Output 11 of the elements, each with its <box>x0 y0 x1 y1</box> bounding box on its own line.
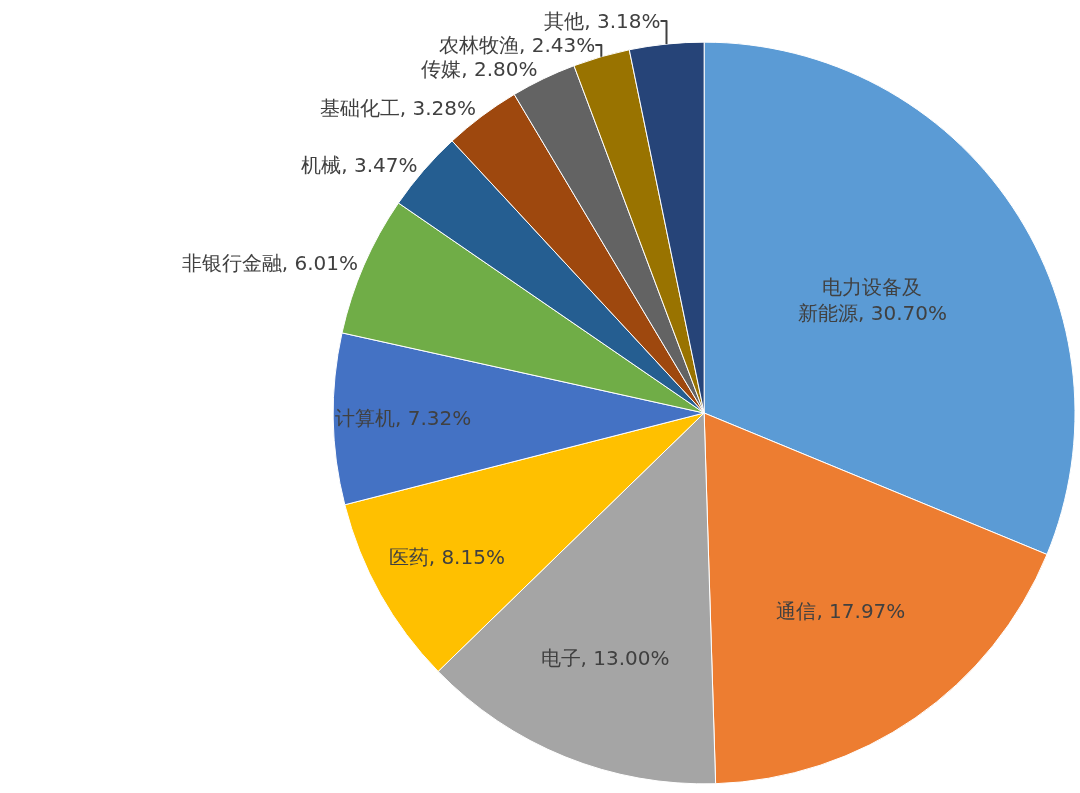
slice-label: 传媒, 2.80% <box>421 56 538 81</box>
slice-label: 其他, 3.18% <box>544 8 661 33</box>
slice-label: 农林牧渔, 2.43% <box>439 32 596 57</box>
slice-label: 通信, 17.97% <box>776 598 906 623</box>
slice-label: 电力设备及新能源, 30.70% <box>797 275 947 326</box>
slice-label: 计算机, 7.32% <box>334 405 472 430</box>
slice-label: 非银行金融, 6.01% <box>181 251 358 276</box>
slice-label: 医药, 8.15% <box>388 545 505 570</box>
slice-label: 基础化工, 3.28% <box>319 96 476 121</box>
slice-label: 机械, 3.47% <box>301 153 418 178</box>
slice-label: 电子, 13.00% <box>540 645 670 670</box>
